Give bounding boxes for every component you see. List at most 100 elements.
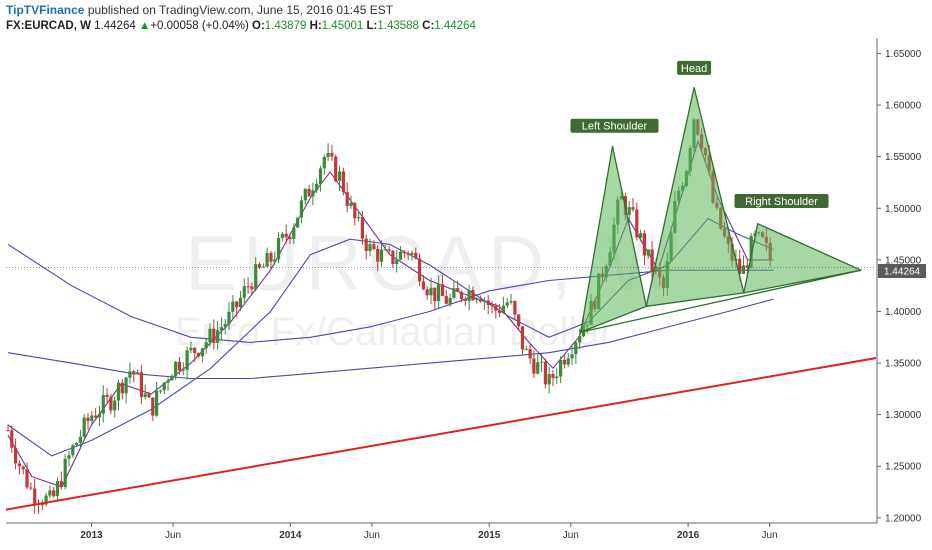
candle-body [532, 358, 536, 374]
candle-body [360, 217, 364, 239]
candle-body [406, 253, 410, 255]
candle-body [277, 238, 281, 260]
candle-body [151, 397, 155, 416]
candle-body [181, 369, 185, 371]
candle-body [749, 236, 753, 268]
candle-body [437, 284, 441, 302]
candle-body [6, 430, 10, 432]
candle-body [219, 327, 223, 331]
candle-body [452, 288, 456, 298]
candle-body [280, 233, 284, 238]
y-tick-label: 1.65000 [885, 49, 922, 60]
head-triangle [645, 86, 745, 307]
y-tick-label: 1.45000 [885, 255, 922, 266]
candle-body [574, 342, 578, 355]
candle-body [395, 259, 399, 264]
candle-body [116, 382, 121, 401]
watermark-description: Euro Fx/Canadian Dollar [175, 310, 613, 354]
candle-body [25, 469, 29, 488]
ohlc-header: FX:EURCAD, W 1.44264 ▲+0.00058 (+0.04%) … [6, 20, 476, 32]
published-text: published on TradingView.com, June 15, 2… [87, 3, 394, 17]
candle-body [383, 249, 387, 251]
candle-body [124, 377, 128, 394]
candle-body [524, 349, 528, 351]
candle-body [75, 442, 79, 446]
symbol-label[interactable]: FX:EURCAD, W [6, 20, 91, 32]
candle-body [128, 371, 132, 378]
candle-body [421, 281, 425, 290]
candle-body [513, 301, 517, 315]
candle-body [155, 390, 159, 416]
candle-body [48, 490, 52, 496]
candle-body [410, 252, 414, 255]
open-label: O: [252, 20, 265, 32]
candle-body [292, 227, 296, 239]
y-axis[interactable]: 1.20000 1.25000 1.30000 1.35000 1.40000 1.450… [877, 49, 922, 524]
head-shoulders-pattern [580, 86, 862, 333]
triangle-up-icon: ▲ [138, 20, 151, 32]
candle-body [120, 382, 124, 394]
plot-area[interactable] [6, 86, 877, 514]
candle-body [136, 372, 140, 375]
candle-body [254, 264, 258, 290]
candle-body [627, 207, 631, 215]
candle-body [303, 188, 307, 201]
candle-body [132, 371, 136, 375]
high-value: 1.45001 [321, 20, 364, 32]
brand-link[interactable]: TipTVFinance [6, 3, 85, 17]
change-value: +0.00058 (+0.04%) [150, 20, 249, 32]
candle-body [440, 284, 445, 296]
candle-body [261, 266, 265, 268]
candle-body [425, 289, 429, 296]
candle-body [101, 394, 105, 414]
candle-body [208, 328, 212, 343]
x-axis[interactable]: 2013 Jun 2014 Jun 2015 Jun 2016 Jun [80, 523, 778, 541]
candle-body [59, 481, 63, 487]
annotations: Left Shoulder Head Right Shoulder [570, 60, 829, 208]
right-shoulder-triangle [743, 223, 862, 294]
candle-body [414, 252, 418, 259]
candle-body [311, 190, 315, 197]
candle-body [490, 304, 494, 306]
candle-body [235, 301, 239, 308]
last-price: 1.44264 [94, 20, 136, 32]
candle-body [189, 347, 193, 351]
candle-body [109, 396, 113, 411]
candle-body [143, 393, 147, 397]
candle-body [338, 171, 342, 181]
candle-body [21, 466, 25, 470]
candle-body [17, 463, 21, 467]
candle-body [307, 188, 311, 197]
candle-body [63, 458, 67, 487]
publish-header: TipTVFinance published on TradingView.co… [6, 3, 393, 17]
candle-body [71, 445, 75, 456]
candle-body [642, 233, 646, 256]
candle-body [29, 487, 33, 489]
candle-body [471, 290, 475, 301]
candle-body [456, 288, 460, 292]
candle-body [741, 265, 746, 274]
candle-body [52, 490, 56, 497]
candle-body [242, 286, 246, 298]
candle-body [543, 361, 547, 385]
candle-body [14, 447, 18, 464]
annotation-label: Right Shoulder [745, 196, 818, 208]
candle-body [33, 488, 37, 504]
candle-body [223, 324, 227, 328]
candle-body [231, 301, 235, 312]
candle-body [372, 244, 376, 250]
x-tick-label: Jun [762, 530, 778, 541]
candle-body [330, 153, 334, 157]
candle-body [246, 286, 250, 288]
candle-body [482, 300, 486, 302]
price-tag: 1.44264 [878, 264, 926, 278]
annotation-label: Head [681, 63, 707, 75]
candle-body [536, 362, 540, 374]
close-label: C: [422, 20, 435, 32]
candle-body [315, 184, 319, 191]
x-tick-label: 2014 [279, 530, 302, 541]
candle-body [517, 314, 521, 327]
price-tag-text: 1.44264 [884, 267, 921, 278]
candle-body [429, 287, 433, 296]
